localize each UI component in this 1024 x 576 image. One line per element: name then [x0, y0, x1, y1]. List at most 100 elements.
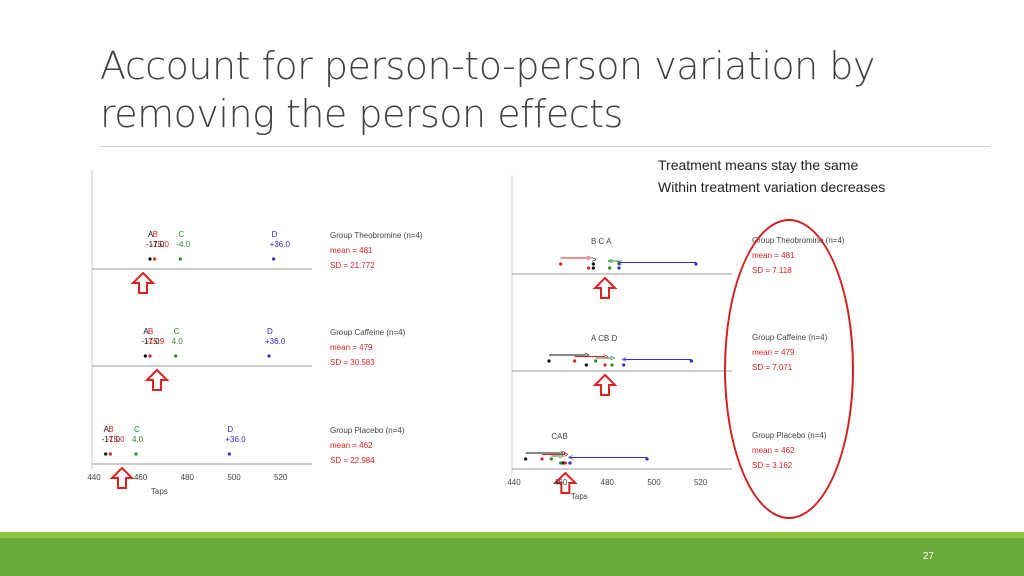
group-mean: mean = 479: [330, 343, 373, 352]
data-point-adjusted: [603, 363, 607, 367]
group-mean: mean = 462: [330, 441, 373, 450]
annotation-note: Treatment means stay the same Within tre…: [658, 154, 885, 198]
data-point-original: [524, 457, 528, 461]
data-point: [143, 354, 147, 358]
shift-arrowhead: <: [568, 453, 573, 463]
data-point-original: [694, 262, 698, 266]
data-point-original: [559, 262, 563, 266]
point-delta: -15.0: [151, 240, 170, 249]
footer-bar: [0, 538, 1024, 576]
group-mean: mean = 481: [330, 246, 373, 255]
point-letters: CAB: [551, 432, 567, 441]
data-point: [148, 354, 152, 358]
x-axis-label: Taps: [571, 492, 588, 501]
note-line-1: Treatment means stay the same: [658, 157, 859, 173]
shift-arrowhead: >: [563, 450, 568, 460]
group-sd: SD = 22.984: [330, 456, 375, 465]
point-delta: -15.9: [146, 337, 165, 346]
title-line-1: Account for person-to-person variation b…: [100, 44, 875, 88]
mean-arrow-icon: [552, 471, 578, 494]
mean-arrow-icon-shape: [109, 466, 135, 489]
x-tick-label: 480: [181, 473, 195, 482]
point-letter: B: [148, 327, 153, 336]
slide-title: Account for person-to-person variation b…: [100, 42, 920, 138]
point-delta: -17.0: [141, 337, 160, 346]
point-letter: C: [134, 425, 140, 434]
point-letter: D: [227, 425, 233, 434]
group-title: Group Placebo (n=4): [330, 426, 405, 435]
point-letter: C: [174, 327, 180, 336]
data-point-original: [547, 359, 551, 363]
group-title: Group Theobromine (n=4): [330, 231, 423, 240]
mean-arrow-icon-shape: [144, 368, 170, 391]
data-point-original: [617, 262, 621, 266]
data-point: [174, 354, 178, 358]
data-point-adjusted: [563, 461, 567, 465]
x-tick-label: 460: [554, 478, 568, 487]
group-sd: SD = 30.583: [330, 358, 375, 367]
data-point-adjusted: [568, 461, 572, 465]
data-point: [153, 257, 157, 261]
mean-arrow-icon: [109, 466, 135, 489]
data-point-adjusted: [608, 266, 612, 270]
x-tick-label: 460: [134, 473, 148, 482]
point-letter: B: [153, 230, 158, 239]
point-delta: -4.0: [176, 240, 190, 249]
mean-arrow-icon-shape: [130, 271, 156, 294]
x-tick-label: 520: [694, 478, 708, 487]
data-point: [178, 257, 182, 261]
data-point: [227, 452, 231, 456]
point-delta: 4.0: [172, 337, 184, 346]
mean-arrow-icon-shape: [552, 471, 578, 494]
data-point: [272, 257, 276, 261]
mean-arrow-icon-shape: [592, 373, 618, 396]
mean-arrow-icon: [592, 373, 618, 396]
shift-arrowhead: <: [617, 258, 622, 268]
mean-arrow-icon: [144, 368, 170, 391]
data-point-original: [540, 457, 544, 461]
shift-arrowhead: >: [591, 255, 596, 265]
point-letter: D: [267, 327, 273, 336]
shift-arrowhead: >: [587, 253, 592, 263]
mean-arrow-icon-shape: [592, 276, 618, 299]
data-point: [108, 452, 112, 456]
x-tick-label: 500: [647, 478, 661, 487]
shift-arrowhead: <: [608, 256, 613, 266]
shift-arrowhead: >: [610, 353, 615, 363]
note-line-2: Within treatment variation decreases: [658, 179, 886, 195]
mean-arrow-icon: [130, 271, 156, 294]
data-point-original: [573, 359, 577, 363]
data-point: [148, 257, 152, 261]
point-delta: +36.0: [265, 337, 286, 346]
point-letter: C: [178, 230, 184, 239]
point-delta: -15.0: [106, 435, 125, 444]
point-delta: -17.0: [146, 240, 165, 249]
point-delta: -17.0: [102, 435, 121, 444]
point-delta: +36.0: [270, 240, 291, 249]
data-point-adjusted: [622, 363, 626, 367]
highlight-oval: [724, 219, 854, 519]
data-point: [267, 354, 271, 358]
title-divider: [100, 146, 990, 147]
data-point-adjusted: [559, 461, 563, 465]
shift-arrowhead: <: [622, 355, 627, 365]
point-letters: A CB D: [591, 334, 617, 343]
data-point-adjusted: [561, 461, 565, 465]
x-tick-label: 440: [507, 478, 521, 487]
footer-accent: [0, 532, 1024, 538]
data-point-adjusted: [584, 363, 588, 367]
data-point-adjusted: [591, 266, 595, 270]
point-letter: A: [104, 425, 110, 434]
point-delta: +36.0: [225, 435, 246, 444]
x-tick-label: 520: [274, 473, 288, 482]
data-point: [134, 452, 138, 456]
point-letter: A: [148, 230, 154, 239]
point-letter: A: [143, 327, 149, 336]
data-point-original: [549, 457, 553, 461]
data-point-adjusted: [587, 266, 591, 270]
data-point-original: [689, 359, 693, 363]
data-point-adjusted: [610, 363, 614, 367]
x-tick-label: 500: [227, 473, 241, 482]
page-number: 27: [922, 551, 934, 562]
shift-arrowhead: >: [603, 352, 608, 362]
